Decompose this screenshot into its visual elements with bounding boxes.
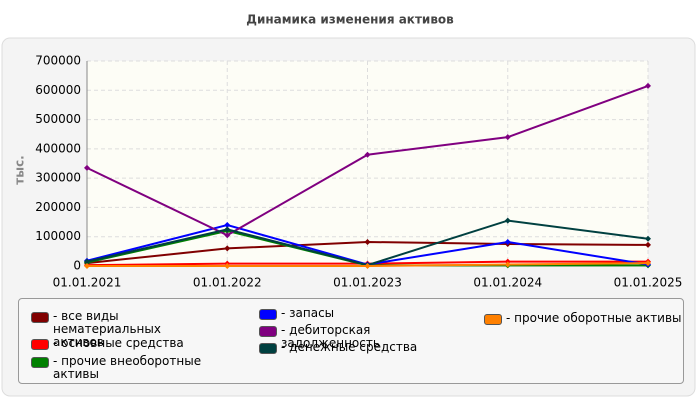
y-tick-label: 300000	[35, 171, 81, 185]
legend-label: - все виды нематериальных активов	[53, 309, 161, 349]
legend-swatch	[31, 312, 49, 323]
legend-swatch	[259, 326, 277, 337]
data-point	[645, 235, 651, 242]
data-point	[645, 82, 651, 89]
legend-item: - запасы	[259, 307, 469, 320]
data-point	[504, 261, 511, 268]
legend: - все виды нематериальных активов - основ…	[18, 298, 684, 384]
data-point	[364, 263, 371, 269]
y-tick-label: 100000	[35, 229, 81, 243]
legend-swatch	[259, 343, 277, 354]
y-axis-label: тыс.	[13, 155, 27, 184]
data-point	[364, 238, 371, 245]
legend-label: - прочие внеоборотные активы	[53, 354, 202, 381]
data-point	[504, 238, 511, 245]
data-point	[224, 245, 231, 252]
y-tick-label: 400000	[35, 141, 81, 155]
legend-label: - дебиторская задолженность	[281, 323, 380, 350]
legend-swatch	[31, 357, 49, 368]
y-tick-label: 600000	[35, 83, 81, 97]
data-point	[224, 226, 231, 233]
y-tick-label: 200000	[35, 200, 81, 214]
data-point	[645, 260, 651, 267]
y-tick-label: 0	[73, 259, 81, 273]
y-tick-label: 500000	[35, 112, 81, 126]
data-point	[84, 164, 90, 171]
legend-item: - основные средства	[31, 337, 206, 350]
data-point	[224, 232, 231, 239]
legend-item: - денежные средства	[259, 341, 469, 354]
y-tick-label: 700000	[35, 54, 81, 68]
data-point	[84, 263, 90, 269]
legend-swatch	[31, 339, 49, 350]
data-point	[84, 258, 90, 265]
legend-label: - прочие оборотные активы	[506, 311, 682, 325]
legend-item: - все виды нематериальных активов	[31, 310, 206, 349]
legend-label: - денежные средства	[281, 340, 418, 354]
legend-item: - прочие оборотные активы	[484, 312, 684, 325]
data-point	[504, 217, 511, 224]
chart-title: Динамика изменения активов	[246, 13, 454, 27]
data-point	[645, 241, 651, 248]
data-point	[224, 222, 231, 228]
legend-label: - основные средства	[53, 336, 184, 350]
data-point	[224, 263, 231, 269]
data-point	[504, 134, 511, 141]
legend-swatch	[484, 314, 502, 325]
x-tick-label: 01.01.2021	[53, 276, 122, 290]
x-tick-label: 01.01.2024	[473, 276, 542, 290]
x-tick-label: 01.01.2023	[333, 276, 402, 290]
legend-item: - дебиторская задолженность	[259, 324, 469, 350]
x-tick-label: 01.01.2022	[193, 276, 262, 290]
legend-item: - прочие внеоборотные активы	[31, 355, 231, 381]
legend-label: - запасы	[281, 306, 335, 320]
x-tick-label: 01.01.2025	[614, 276, 683, 290]
data-point	[364, 151, 371, 158]
legend-swatch	[259, 309, 277, 320]
